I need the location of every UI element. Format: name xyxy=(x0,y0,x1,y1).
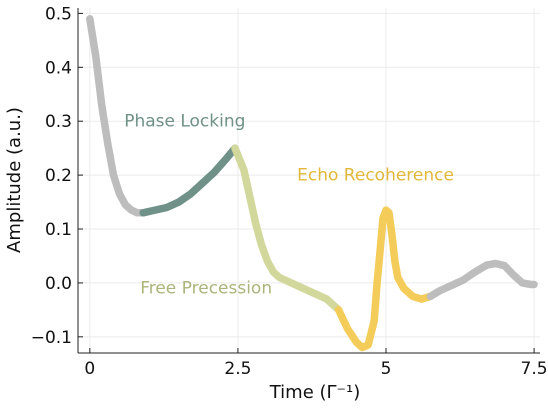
annotation-free-precession: Free Precession xyxy=(140,279,272,299)
y-tick-label: 0.5 xyxy=(45,4,72,24)
x-tick-label: 5 xyxy=(381,359,392,379)
series-line-1 xyxy=(86,15,147,217)
series-line-5 xyxy=(426,259,538,301)
y-tick-label: 0.2 xyxy=(45,166,72,186)
annotation-layer: Phase Locking Echo Recoherence Free Preces… xyxy=(124,112,454,299)
x-tick-label: 2.5 xyxy=(224,359,251,379)
grid-layer xyxy=(78,8,540,353)
y-axis-label: Amplitude (a.u.) xyxy=(4,107,25,253)
y-tick-label: 0.0 xyxy=(45,274,72,294)
axis-layer: 0 2.5 5 7.5 −0.1 0.0 0.1 0.2 0.3 0.4 0.5 xyxy=(31,4,548,379)
x-tick-label: 0 xyxy=(84,359,95,379)
x-tick-label: 7.5 xyxy=(521,359,548,379)
y-tick-label: 0.3 xyxy=(45,112,72,132)
series-line-2 xyxy=(139,144,239,217)
y-tick-label: −0.1 xyxy=(31,328,72,348)
series-layer xyxy=(86,15,538,352)
y-tick-label: 0.1 xyxy=(45,220,72,240)
y-tick-label: 0.4 xyxy=(45,58,72,78)
series-line-4 xyxy=(334,206,435,352)
annotation-echo-recoherence: Echo Recoherence xyxy=(297,166,454,186)
annotation-phase-locking: Phase Locking xyxy=(124,112,245,132)
x-axis-label: Time (Γ⁻¹) xyxy=(269,382,361,403)
series-line-3 xyxy=(231,144,343,314)
